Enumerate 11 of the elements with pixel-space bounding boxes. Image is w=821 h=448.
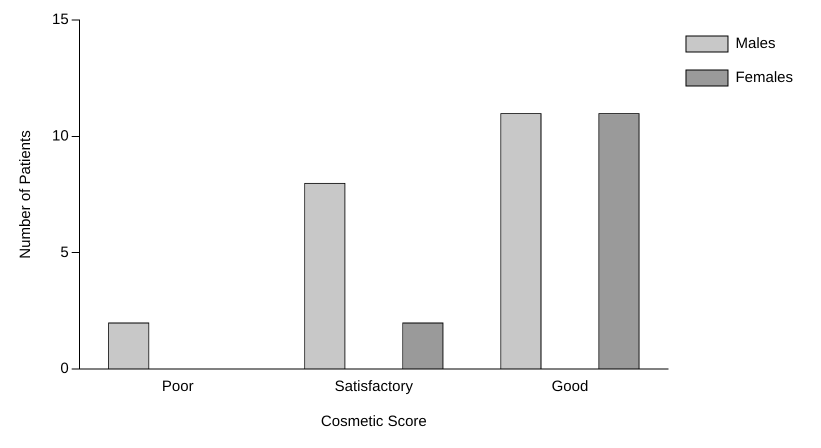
x-tick-label: Good [552, 378, 588, 396]
legend-label: Males [735, 35, 776, 52]
y-tick-label: 15 [52, 11, 69, 28]
x-tick-label: Poor [162, 378, 194, 396]
y-tick-label: 0 [60, 360, 69, 378]
x-axis-title: Cosmetic Score [320, 413, 427, 430]
x-tick-label: Satisfactory [334, 378, 414, 396]
legend-label: Females [735, 69, 794, 86]
y-tick-label: 10 [52, 127, 69, 144]
y-tick-label: 5 [60, 244, 69, 261]
y-axis-title: Number of Patients [17, 130, 34, 259]
